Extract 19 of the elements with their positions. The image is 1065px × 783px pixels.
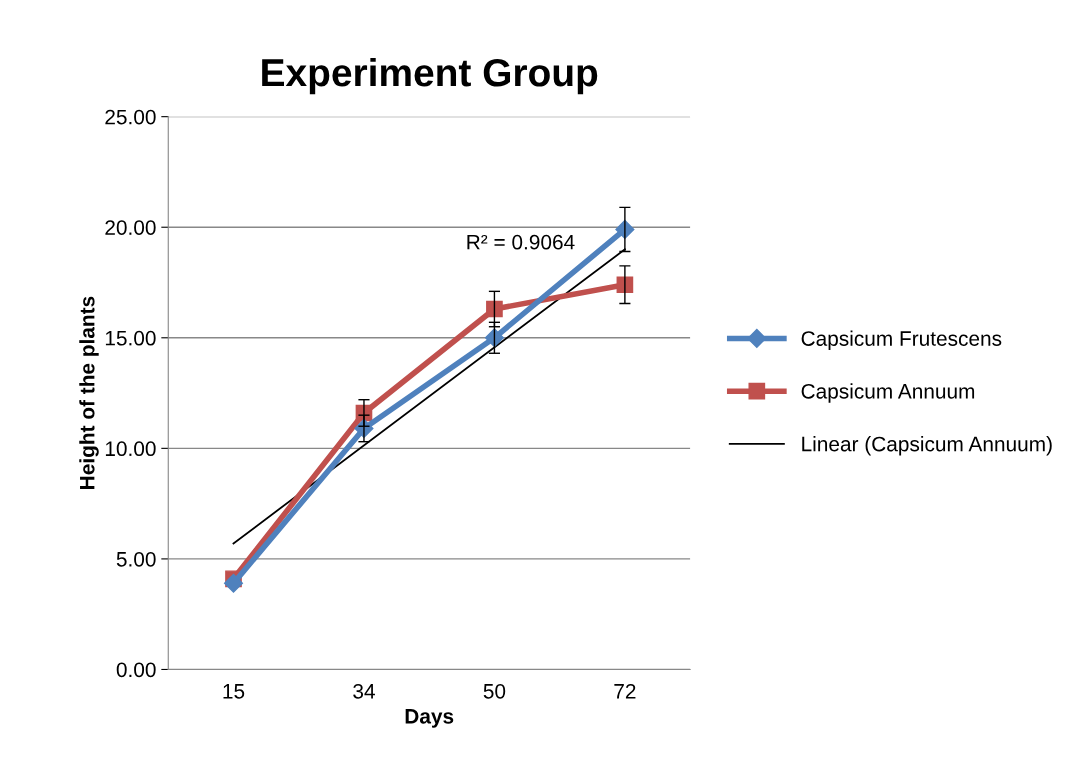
y-tick-label: 15.00 xyxy=(105,330,156,346)
point xyxy=(223,573,244,593)
y-tick-label: 0.00 xyxy=(116,662,156,678)
legend-label: Capsicum Annuum xyxy=(801,383,975,403)
y-axis-title: Height of the plants xyxy=(79,296,99,489)
x-tick-label: 50 xyxy=(483,683,506,699)
x-tick-label: 34 xyxy=(353,683,375,699)
y-tick-label: 10.00 xyxy=(105,441,156,457)
legend-label: Linear (Capsicum Annuum) xyxy=(802,436,1052,456)
chart-title: Experiment Group xyxy=(262,57,598,95)
x-tick-label: 72 xyxy=(614,683,636,699)
point xyxy=(486,300,503,318)
annotation: R² = 0.9064 xyxy=(467,234,575,250)
y-tick-label: 5.00 xyxy=(116,551,156,567)
x-axis-title: Days xyxy=(405,709,454,728)
y-tick-label: 20.00 xyxy=(105,220,156,235)
legend-label: Capsicum Frutescens xyxy=(801,330,1002,351)
y-tick-label: 25.00 xyxy=(105,109,156,125)
x-tick-label: 15 xyxy=(223,684,245,699)
